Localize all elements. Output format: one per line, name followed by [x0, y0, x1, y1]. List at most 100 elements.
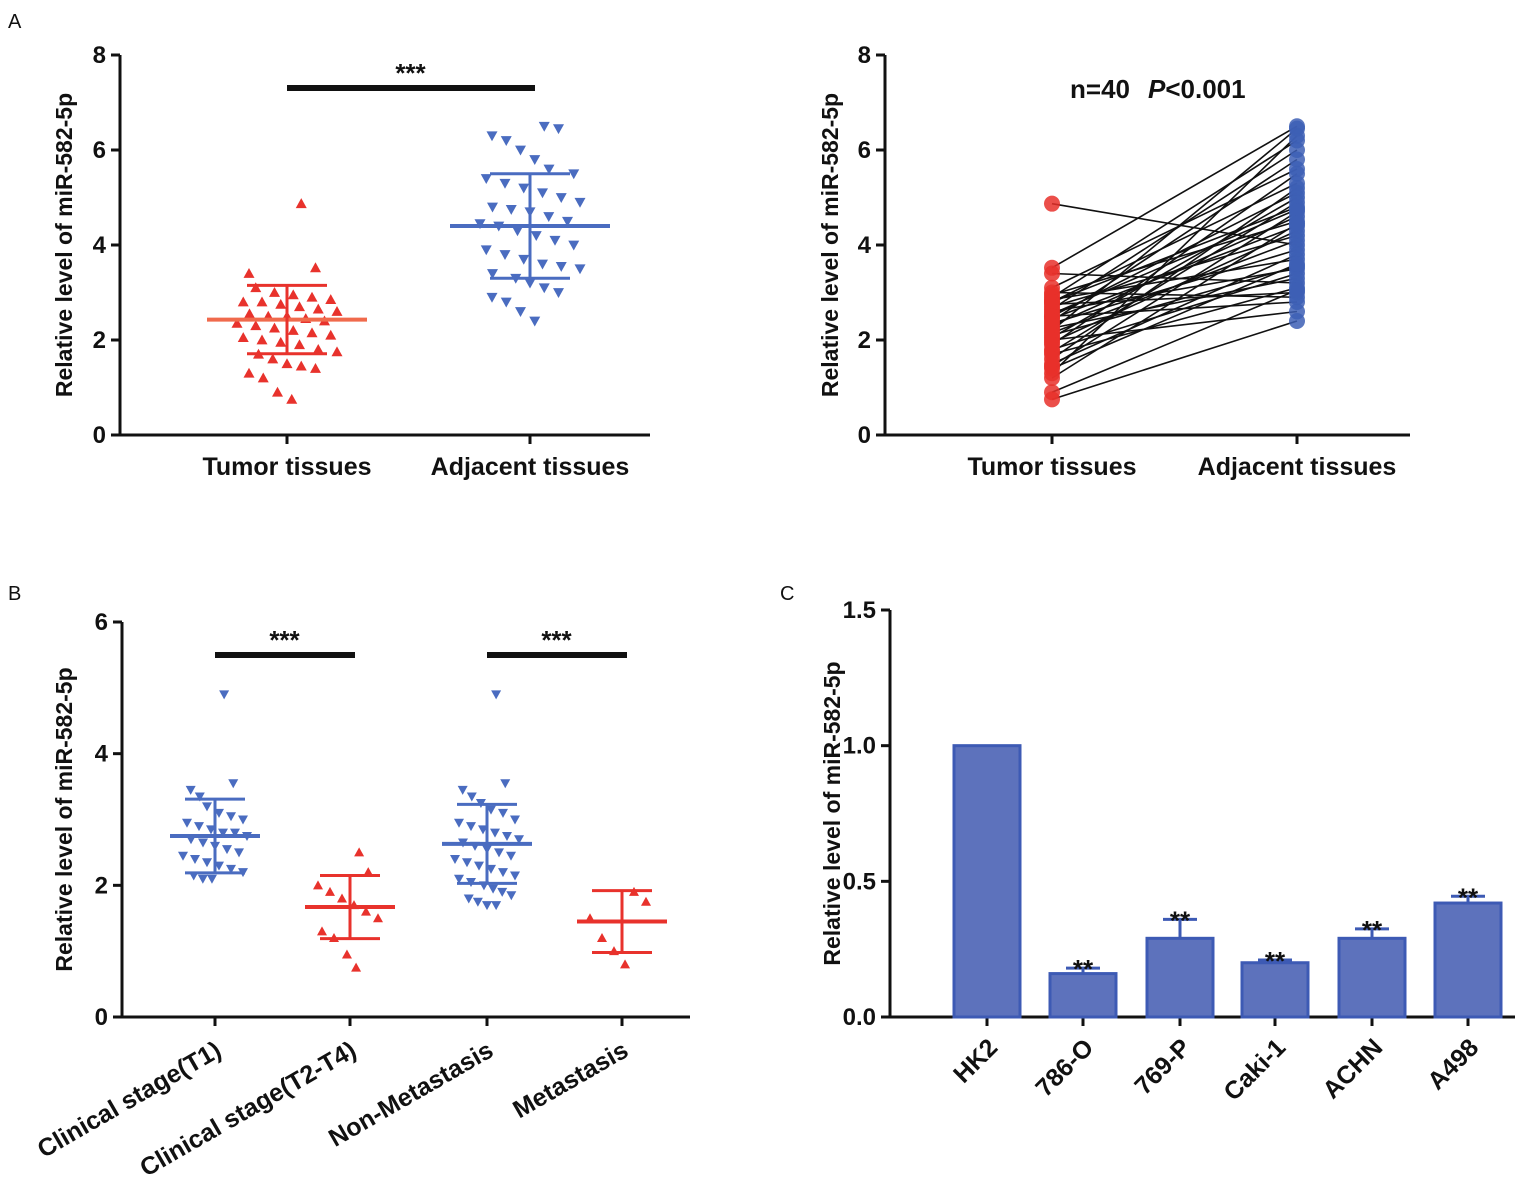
data-point [310, 262, 321, 273]
data-point [514, 835, 524, 845]
data-point [505, 204, 517, 215]
data-point [341, 949, 352, 959]
data-point [331, 346, 343, 357]
data-point [466, 792, 477, 802]
data-point [568, 240, 580, 251]
data-point [237, 296, 249, 307]
x-tick-label: Metastasis [508, 1036, 633, 1124]
data-point [287, 325, 299, 335]
data-point [317, 926, 327, 936]
data-point [218, 828, 228, 838]
data-point [1289, 203, 1305, 220]
data-point [466, 822, 476, 832]
data-point [454, 818, 464, 828]
data-point [281, 358, 293, 369]
y-tick-label: 4 [95, 741, 109, 768]
data-point [463, 894, 474, 904]
data-point [510, 815, 520, 825]
panel-label: C [780, 583, 794, 605]
data-point [518, 254, 530, 265]
bar [1337, 936, 1407, 1019]
data-point [472, 897, 483, 907]
data-point [529, 316, 541, 327]
y-tick-label: 0 [858, 422, 871, 449]
data-point [222, 845, 232, 855]
data-point [555, 193, 567, 203]
data-point [226, 812, 236, 822]
data-point [250, 282, 262, 293]
data-point [510, 871, 520, 881]
data-point [462, 858, 472, 868]
data-point [506, 851, 516, 861]
data-point [537, 188, 548, 199]
data-point [499, 178, 511, 189]
data-point [500, 297, 512, 308]
x-tick-label: Tumor tissues [202, 453, 371, 481]
data-point [194, 822, 204, 832]
data-point [450, 855, 460, 864]
x-tick-label: Adjacent tissues [431, 453, 630, 481]
data-point [257, 372, 269, 383]
data-point [363, 867, 374, 877]
pair-line [1051, 320, 1298, 401]
data-point [553, 288, 564, 298]
data-point [295, 198, 307, 209]
bar [1433, 901, 1503, 1019]
annotation-part: P [1148, 74, 1166, 104]
y-tick-label: 1.0 [843, 733, 876, 760]
data-point [494, 848, 504, 858]
data-point [490, 828, 500, 838]
x-tick-label: Clinical stage(T2-T4) [135, 1036, 361, 1182]
pair-line [1051, 201, 1298, 353]
data-point [487, 269, 498, 279]
pair-line [1051, 286, 1298, 356]
data-point [499, 250, 511, 260]
data-point [269, 322, 280, 333]
data-point [337, 893, 347, 903]
y-axis-label: Relative level of miR-582-5p [51, 93, 77, 397]
data-point [474, 861, 484, 871]
data-point [256, 334, 268, 345]
data-point [506, 891, 517, 901]
significance-label: *** [269, 625, 300, 655]
significance-label: *** [541, 625, 572, 655]
data-point [454, 874, 464, 884]
data-point [325, 886, 335, 896]
data-point [228, 779, 239, 789]
y-tick-label: 6 [858, 137, 871, 164]
data-point [574, 197, 586, 208]
data-point [250, 320, 262, 331]
data-point [275, 298, 287, 309]
data-point [1044, 195, 1060, 212]
data-point [491, 690, 502, 700]
data-point [549, 235, 561, 246]
data-point [1044, 265, 1060, 282]
pair-line [1051, 139, 1298, 298]
data-point [488, 884, 499, 894]
data-point [243, 268, 255, 278]
data-point [226, 864, 236, 874]
data-point [269, 287, 280, 297]
data-point [238, 815, 248, 825]
data-point [641, 896, 651, 906]
data-point [244, 308, 255, 319]
data-point [361, 906, 371, 916]
data-point [1044, 370, 1060, 386]
y-tick-label: 2 [93, 327, 106, 354]
pair-line [1051, 225, 1298, 320]
data-point [312, 344, 324, 354]
x-tick-label: A498 [1422, 1033, 1484, 1095]
data-point [562, 216, 573, 227]
data-point [243, 367, 255, 378]
pair-line [1051, 187, 1298, 360]
y-tick-label: 2 [95, 872, 108, 899]
data-point [524, 278, 536, 289]
pair-line [1051, 135, 1298, 374]
data-point [480, 174, 492, 184]
data-point [237, 332, 249, 343]
significance-label: ** [1362, 915, 1383, 945]
data-point [272, 386, 283, 397]
data-point [256, 296, 268, 307]
significance-label: ** [1170, 905, 1191, 935]
pair-line [1051, 125, 1298, 269]
